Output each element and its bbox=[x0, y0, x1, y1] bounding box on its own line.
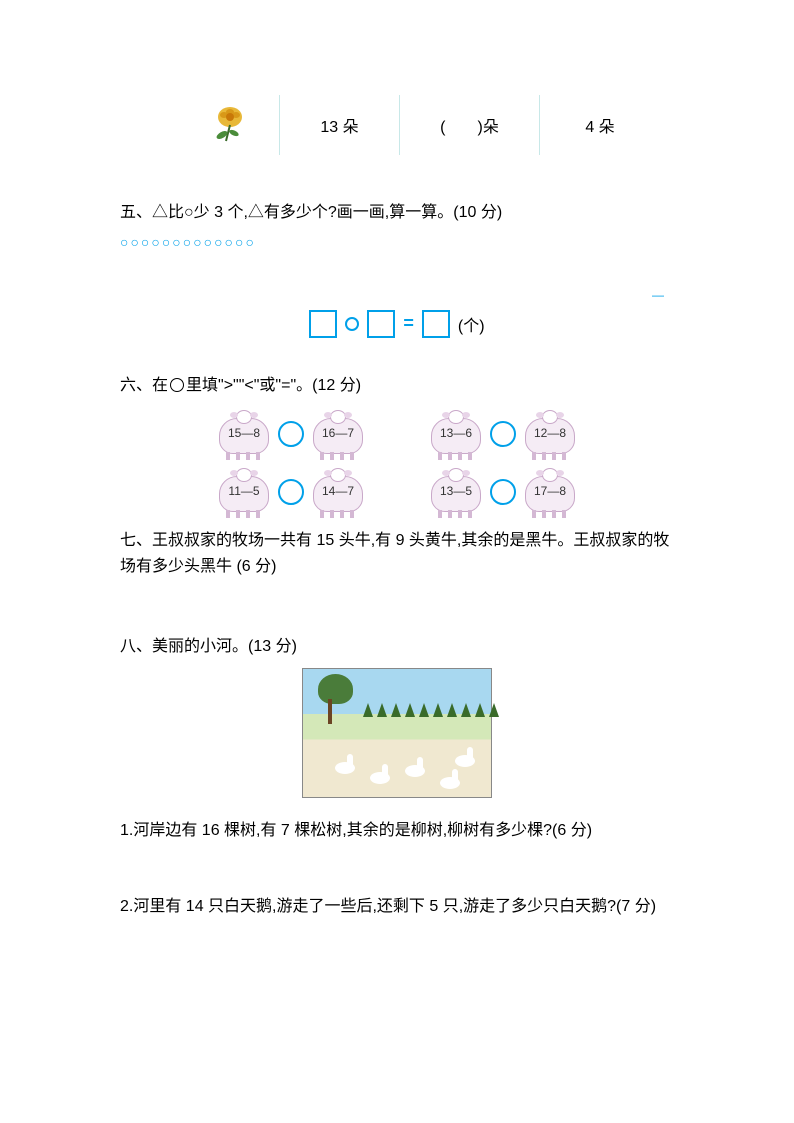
swan-icon bbox=[403, 757, 427, 777]
sheep: 16—7 bbox=[310, 408, 366, 460]
swan-icon bbox=[453, 747, 477, 767]
swan-icon bbox=[333, 754, 357, 774]
eq-box-3 bbox=[422, 310, 450, 338]
sheep-label: 13—5 bbox=[428, 484, 484, 498]
flower-cell-blank: ( )朵 bbox=[400, 95, 540, 155]
sheep: 11—5 bbox=[216, 466, 272, 518]
sheep-group-3: 11—5 14—7 bbox=[216, 466, 366, 518]
q6-suffix: 里填">""<"或"="。(12 分) bbox=[186, 377, 361, 394]
sheep-label: 13—6 bbox=[428, 426, 484, 440]
sheep-label: 11—5 bbox=[216, 484, 272, 498]
sheep-label: 17—8 bbox=[522, 484, 578, 498]
q6-inline-circle bbox=[170, 378, 184, 392]
compare-circle bbox=[490, 421, 516, 447]
sheep-group-4: 13—5 17—8 bbox=[428, 466, 578, 518]
q8-sub2: 2.河里有 14 只白天鹅,游走了一些后,还剩下 5 只,游走了多少只白天鹅?(… bbox=[120, 894, 674, 920]
sheep: 14—7 bbox=[310, 466, 366, 518]
eq-equals: = bbox=[403, 313, 414, 334]
question-8: 八、美丽的小河。(13 分) bbox=[120, 634, 674, 660]
q5-equation: = (个) bbox=[120, 310, 674, 338]
question-6: 六、在 里填">""<"或"="。(12 分) bbox=[120, 373, 674, 399]
sheep-row-2: 11—5 14—7 13—5 17—8 bbox=[216, 466, 578, 518]
sheep: 12—8 bbox=[522, 408, 578, 460]
willow-tree bbox=[318, 674, 358, 724]
swan-icon bbox=[368, 764, 392, 784]
swan-icon bbox=[438, 769, 462, 789]
sheep: 13—6 bbox=[428, 408, 484, 460]
eq-unit: (个) bbox=[458, 312, 485, 336]
flower-icon-cell bbox=[180, 95, 280, 155]
flower-icon bbox=[212, 105, 248, 145]
eq-box-1 bbox=[309, 310, 337, 338]
sheep: 15—8 bbox=[216, 408, 272, 460]
sheep-label: 12—8 bbox=[522, 426, 578, 440]
eq-box-2 bbox=[367, 310, 395, 338]
q6-prefix: 六、在 bbox=[120, 377, 168, 394]
compare-circle bbox=[490, 479, 516, 505]
flower-table-row: 13 朵 ( )朵 4 朵 bbox=[120, 95, 674, 155]
question-5: 五、△比○少 3 个,△有多少个?画一画,算一算。(10 分) bbox=[120, 200, 674, 226]
compare-circle bbox=[278, 479, 304, 505]
sheep-grid: 15—8 16—7 13—6 12—8 bbox=[120, 408, 674, 518]
flower-cell-4: 4 朵 bbox=[540, 95, 660, 155]
sheep-group-1: 15—8 16—7 bbox=[216, 408, 366, 460]
sheep-label: 14—7 bbox=[310, 484, 366, 498]
question-7: 七、王叔叔家的牧场一共有 15 头牛,有 9 头黄牛,其余的是黑牛。王叔叔家的牧… bbox=[120, 528, 674, 579]
small-trees bbox=[363, 697, 481, 717]
sheep-group-2: 13—6 12—8 bbox=[428, 408, 578, 460]
flower-cell-13: 13 朵 bbox=[280, 95, 400, 155]
compare-circle bbox=[278, 421, 304, 447]
sheep-row-1: 15—8 16—7 13—6 12—8 bbox=[216, 408, 578, 460]
dash-mark: — bbox=[652, 288, 664, 302]
eq-operator-circle bbox=[345, 317, 359, 331]
sheep: 17—8 bbox=[522, 466, 578, 518]
sheep: 13—5 bbox=[428, 466, 484, 518]
q5-circles: ○○○○○○○○○○○○○ bbox=[120, 234, 674, 250]
river-illustration bbox=[302, 668, 492, 798]
q8-sub1: 1.河岸边有 16 棵树,有 7 棵松树,其余的是柳树,柳树有多少棵?(6 分) bbox=[120, 818, 674, 844]
sheep-label: 15—8 bbox=[216, 426, 272, 440]
sheep-label: 16—7 bbox=[310, 426, 366, 440]
